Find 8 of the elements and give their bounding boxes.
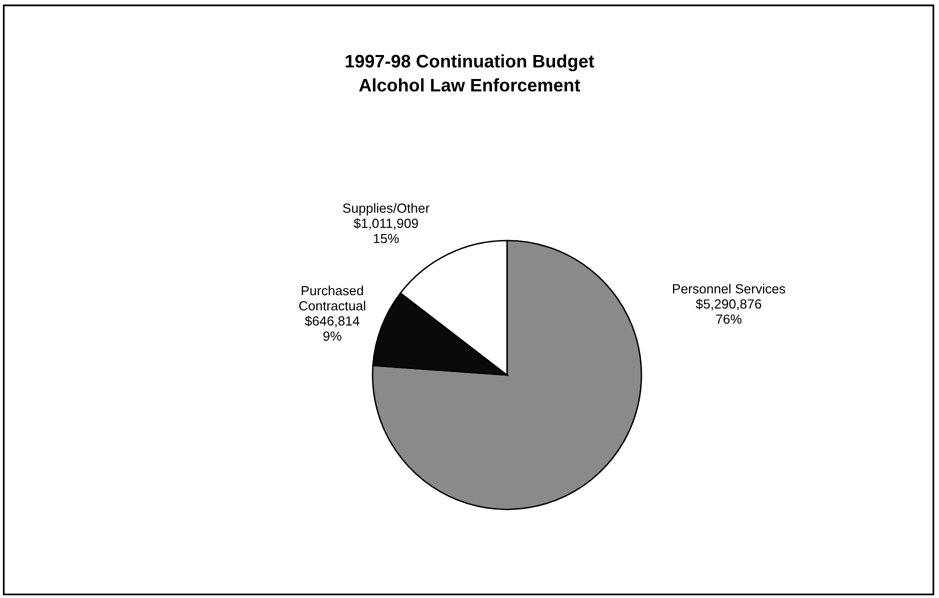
slice-label: Supplies/Other [343,203,430,216]
data-label: $646,814 9% [304,316,360,341]
chart-subtitle: Alcohol Law Enforcement [359,78,580,92]
chart-title: 1997-98 Continuation Budget [346,54,594,72]
slice-label: Purchased Contractual [299,286,366,310]
data-label: $1,011,909 15% [354,218,418,244]
data-label: $5,290,876 76% [696,298,762,324]
slice-label: Personnel Services [673,284,786,294]
